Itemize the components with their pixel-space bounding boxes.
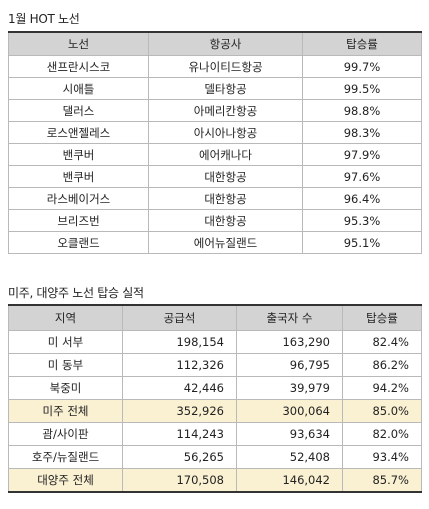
table-row: 라스베이거스 대한항공 96.4% <box>8 187 422 210</box>
seat-supply-cell: 42,446 <box>122 376 237 400</box>
route-cell: 시애틀 <box>8 77 149 100</box>
load-factor-cell: 95.3% <box>302 209 422 232</box>
region-cell: 미주 전체 <box>8 399 123 423</box>
airline-cell: 대한항공 <box>148 209 303 232</box>
load-factor-cell: 86.2% <box>342 353 422 377</box>
seat-supply-cell: 198,154 <box>122 330 237 354</box>
table-row: 호주/뉴질랜드 56,265 52,408 93.4% <box>8 445 422 469</box>
route-cell: 샌프란시스코 <box>8 55 149 78</box>
column-header-route: 노선 <box>8 31 149 56</box>
load-factor-title: 미주, 대양주 노선 탑승 실적 <box>8 286 144 300</box>
airline-cell: 에어캐나다 <box>148 143 303 166</box>
route-cell: 밴쿠버 <box>8 143 149 166</box>
load-factor-cell: 82.0% <box>342 422 422 446</box>
load-factor-cell: 93.4% <box>342 445 422 469</box>
column-header-load-factor: 탑승률 <box>342 304 422 331</box>
airline-cell: 대한항공 <box>148 165 303 188</box>
column-header-departures: 출국자 수 <box>236 304 343 331</box>
seat-supply-cell: 56,265 <box>122 445 237 469</box>
departures-cell: 163,290 <box>236 330 343 354</box>
load-factor-cell: 85.0% <box>342 399 422 423</box>
seat-supply-cell: 112,326 <box>122 353 237 377</box>
departures-cell: 52,408 <box>236 445 343 469</box>
load-factor-cell: 82.4% <box>342 330 422 354</box>
region-cell: 대양주 전체 <box>8 468 123 493</box>
departures-cell: 39,979 <box>236 376 343 400</box>
airline-cell: 아시아나항공 <box>148 121 303 144</box>
seat-supply-cell: 352,926 <box>122 399 237 423</box>
region-cell: 미 서부 <box>8 330 123 354</box>
table-row: 괌/사이판 114,243 93,634 82.0% <box>8 422 422 446</box>
column-header-load-factor: 탑승률 <box>302 31 422 56</box>
table-row: 미 서부 198,154 163,290 82.4% <box>8 330 422 354</box>
route-cell: 오클랜드 <box>8 231 149 254</box>
load-factor-cell: 98.8% <box>302 99 422 122</box>
seat-supply-cell: 170,508 <box>122 468 237 493</box>
table-row: 댈러스 아메리칸항공 98.8% <box>8 99 422 122</box>
airline-cell: 대한항공 <box>148 187 303 210</box>
region-cell: 괌/사이판 <box>8 422 123 446</box>
load-factor-cell: 96.4% <box>302 187 422 210</box>
airline-cell: 유나이티드항공 <box>148 55 303 78</box>
table-row: 북중미 42,446 39,979 94.2% <box>8 376 422 400</box>
route-cell: 브리즈번 <box>8 209 149 232</box>
airline-cell: 아메리칸항공 <box>148 99 303 122</box>
subtotal-row: 미주 전체 352,926 300,064 85.0% <box>8 399 422 423</box>
load-factor-cell: 99.5% <box>302 77 422 100</box>
column-header-airline: 항공사 <box>148 31 303 56</box>
table-row: 미 동부 112,326 96,795 86.2% <box>8 353 422 377</box>
airline-cell: 델타항공 <box>148 77 303 100</box>
load-factor-cell: 97.9% <box>302 143 422 166</box>
hot-routes-title: 1월 HOT 노선 <box>8 12 80 26</box>
departures-cell: 300,064 <box>236 399 343 423</box>
route-cell: 댈러스 <box>8 99 149 122</box>
table-header-row: 노선 항공사 탑승률 <box>8 31 422 56</box>
load-factor-table: 지역 공급석 출국자 수 탑승률 미 서부 198,154 163,290 82.4%… <box>8 304 422 493</box>
seat-supply-cell: 114,243 <box>122 422 237 446</box>
route-cell: 밴쿠버 <box>8 165 149 188</box>
table-row: 브리즈번 대한항공 95.3% <box>8 209 422 232</box>
departures-cell: 146,042 <box>236 468 343 493</box>
table-row: 로스앤젤레스 아시아나항공 98.3% <box>8 121 422 144</box>
departures-cell: 96,795 <box>236 353 343 377</box>
load-factor-cell: 85.7% <box>342 468 422 493</box>
column-header-seat-supply: 공급석 <box>122 304 237 331</box>
region-cell: 호주/뉴질랜드 <box>8 445 123 469</box>
table-row: 밴쿠버 에어캐나다 97.9% <box>8 143 422 166</box>
table-header-row: 지역 공급석 출국자 수 탑승률 <box>8 304 422 331</box>
departures-cell: 93,634 <box>236 422 343 446</box>
airline-cell: 에어뉴질랜드 <box>148 231 303 254</box>
table-row: 샌프란시스코 유나이티드항공 99.7% <box>8 55 422 78</box>
load-factor-cell: 95.1% <box>302 231 422 254</box>
region-cell: 북중미 <box>8 376 123 400</box>
table-row: 시애틀 델타항공 99.5% <box>8 77 422 100</box>
load-factor-cell: 97.6% <box>302 165 422 188</box>
load-factor-cell: 99.7% <box>302 55 422 78</box>
route-cell: 라스베이거스 <box>8 187 149 210</box>
hot-routes-table: 노선 항공사 탑승률 샌프란시스코 유나이티드항공 99.7% 시애틀 델타항공 99.… <box>8 31 422 254</box>
load-factor-cell: 94.2% <box>342 376 422 400</box>
table-row: 밴쿠버 대한항공 97.6% <box>8 165 422 188</box>
column-header-region: 지역 <box>8 304 123 331</box>
load-factor-cell: 98.3% <box>302 121 422 144</box>
route-cell: 로스앤젤레스 <box>8 121 149 144</box>
subtotal-row: 대양주 전체 170,508 146,042 85.7% <box>8 468 422 493</box>
region-cell: 미 동부 <box>8 353 123 377</box>
table-row: 오클랜드 에어뉴질랜드 95.1% <box>8 231 422 254</box>
